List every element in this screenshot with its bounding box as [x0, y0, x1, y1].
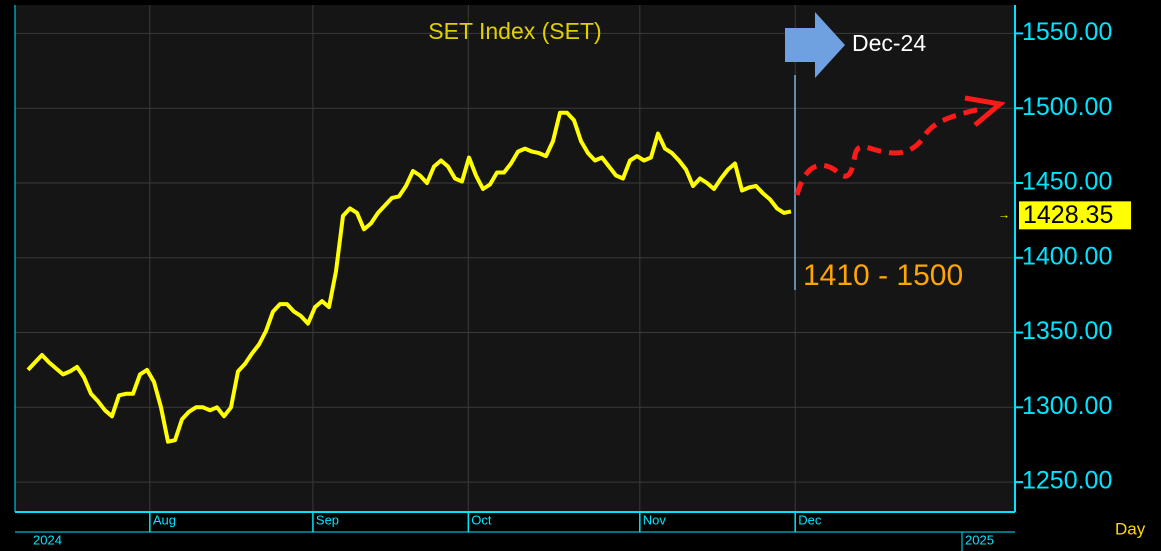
y-tick-label: 1300.00	[1022, 392, 1112, 420]
line-series	[26, 110, 792, 444]
forecast-arrowhead	[964, 95, 1006, 127]
annotation: 1410 - 1500	[803, 259, 963, 292]
x-tick-label: Sep	[316, 512, 339, 527]
chart-title: SET Index (SET)	[428, 18, 601, 44]
y-tick-label: 1250.00	[1022, 467, 1112, 495]
forecast-path	[794, 105, 986, 196]
y-tick-label: 1550.00	[1022, 18, 1112, 46]
arrow-icon	[785, 12, 845, 78]
x-axis-label: Day	[1115, 519, 1146, 538]
y-tick-label: 1500.00	[1022, 93, 1112, 121]
y-tick-label: 1350.00	[1022, 317, 1112, 345]
x-tick-label: Dec	[798, 512, 822, 527]
marks	[26, 110, 792, 444]
year-label: 2024	[33, 532, 62, 547]
x-tick-label: Aug	[153, 512, 176, 527]
annotation: Dec-24	[852, 30, 926, 56]
y-tick-label: 1400.00	[1022, 242, 1112, 270]
y-tick-label: 1450.00	[1022, 168, 1112, 196]
last-value-box	[1019, 201, 1131, 230]
last-value-pointer: →	[998, 208, 1010, 222]
last-value-label: 1428.35	[1023, 201, 1113, 229]
x-tick-label: Nov	[643, 512, 667, 527]
plot-area	[15, 5, 1015, 512]
year-label: 2025	[965, 532, 994, 547]
x-tick-label: Oct	[471, 512, 492, 527]
